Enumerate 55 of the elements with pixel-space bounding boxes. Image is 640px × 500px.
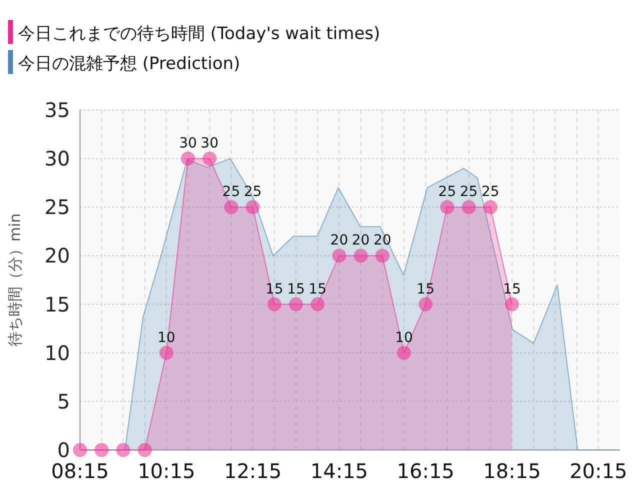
point: [159, 346, 174, 360]
data-label: 10: [395, 330, 413, 346]
point: [354, 248, 368, 263]
y-tick-label: 35: [44, 98, 70, 122]
data-label: 20: [330, 232, 348, 249]
y-axis-title: 待ち時間（分）min: [6, 213, 24, 347]
point: [181, 152, 195, 166]
point: [440, 200, 454, 214]
x-tick-label: 20:15: [570, 459, 628, 483]
point: [202, 152, 217, 166]
point: [138, 443, 152, 457]
point: [267, 297, 282, 312]
data-label: 25: [222, 184, 240, 200]
y-tick-label: 25: [44, 195, 70, 220]
point: [310, 297, 325, 312]
y-tick-label: 5: [57, 389, 70, 414]
x-tick-label: 10:15: [138, 459, 196, 483]
data-label: 15: [416, 281, 435, 298]
x-tick-label: 16:15: [396, 459, 454, 483]
data-label: 10: [157, 330, 176, 346]
data-label: 20: [352, 232, 370, 249]
point: [289, 297, 303, 312]
point: [332, 248, 346, 263]
data-label: 15: [265, 281, 284, 298]
x-tick-label: 08:15: [51, 459, 109, 483]
y-tick-label: 15: [44, 292, 70, 316]
legend-label: 今日これまでの待ち時間 (Today's wait times): [18, 24, 380, 44]
point: [73, 443, 87, 457]
data-label: 30: [200, 136, 219, 152]
x-tick-label: 18:15: [483, 459, 541, 483]
point: [462, 200, 476, 214]
y-tick-label: 0: [57, 438, 70, 462]
x-tick-label: 12:15: [224, 459, 282, 483]
data-label: 25: [481, 184, 500, 200]
data-label: 25: [244, 184, 262, 200]
point: [116, 443, 130, 457]
point: [505, 297, 519, 312]
x-tick-label: 14:15: [310, 459, 368, 483]
data-label: 15: [308, 281, 327, 298]
point: [418, 297, 433, 312]
legend-label: 今日の混雑予想 (Prediction): [18, 54, 240, 74]
y-tick-label: 20: [44, 244, 70, 268]
data-label: 25: [438, 184, 456, 200]
point: [94, 443, 109, 457]
data-label: 20: [373, 232, 392, 249]
y-tick-label: 10: [44, 340, 70, 365]
data-label: 25: [460, 184, 478, 200]
y-tick-label: 30: [44, 146, 70, 171]
point: [224, 200, 238, 214]
point: [246, 200, 260, 214]
point: [375, 248, 390, 263]
point: [483, 200, 498, 214]
data-label: 15: [287, 281, 305, 298]
data-label: 30: [179, 136, 197, 152]
point: [397, 346, 411, 360]
